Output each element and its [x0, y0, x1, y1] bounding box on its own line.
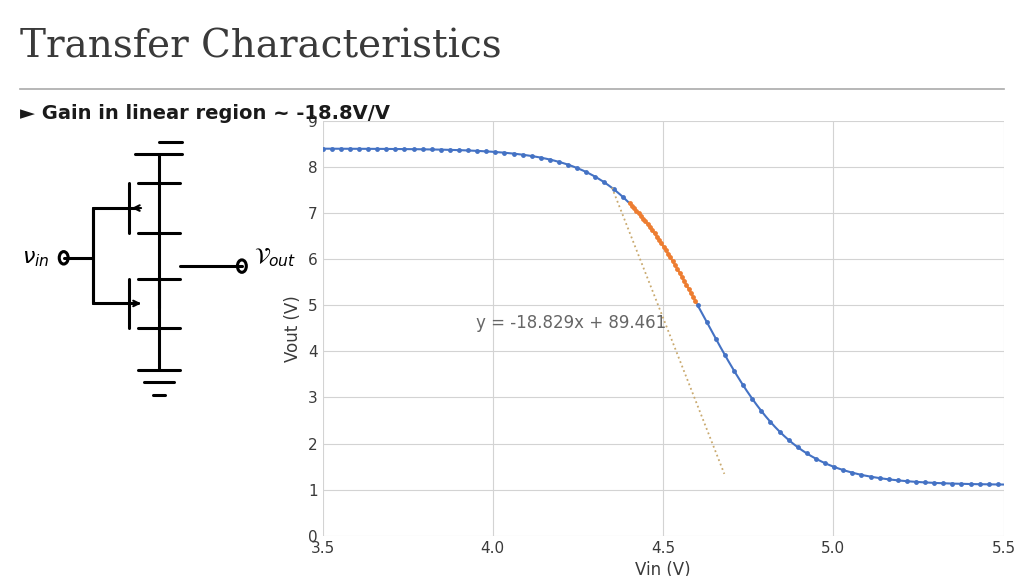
X-axis label: Vin (V): Vin (V) [635, 561, 691, 576]
Text: $\mathcal{V}_{out}$: $\mathcal{V}_{out}$ [254, 247, 296, 269]
Text: y = -18.829x + 89.461: y = -18.829x + 89.461 [476, 314, 666, 332]
Text: Transfer Characteristics: Transfer Characteristics [20, 29, 502, 66]
Text: ► Gain in linear region ~ -18.8V/V: ► Gain in linear region ~ -18.8V/V [20, 104, 390, 123]
Y-axis label: Vout (V): Vout (V) [285, 295, 302, 362]
Text: $\nu_{in}$: $\nu_{in}$ [23, 247, 49, 269]
